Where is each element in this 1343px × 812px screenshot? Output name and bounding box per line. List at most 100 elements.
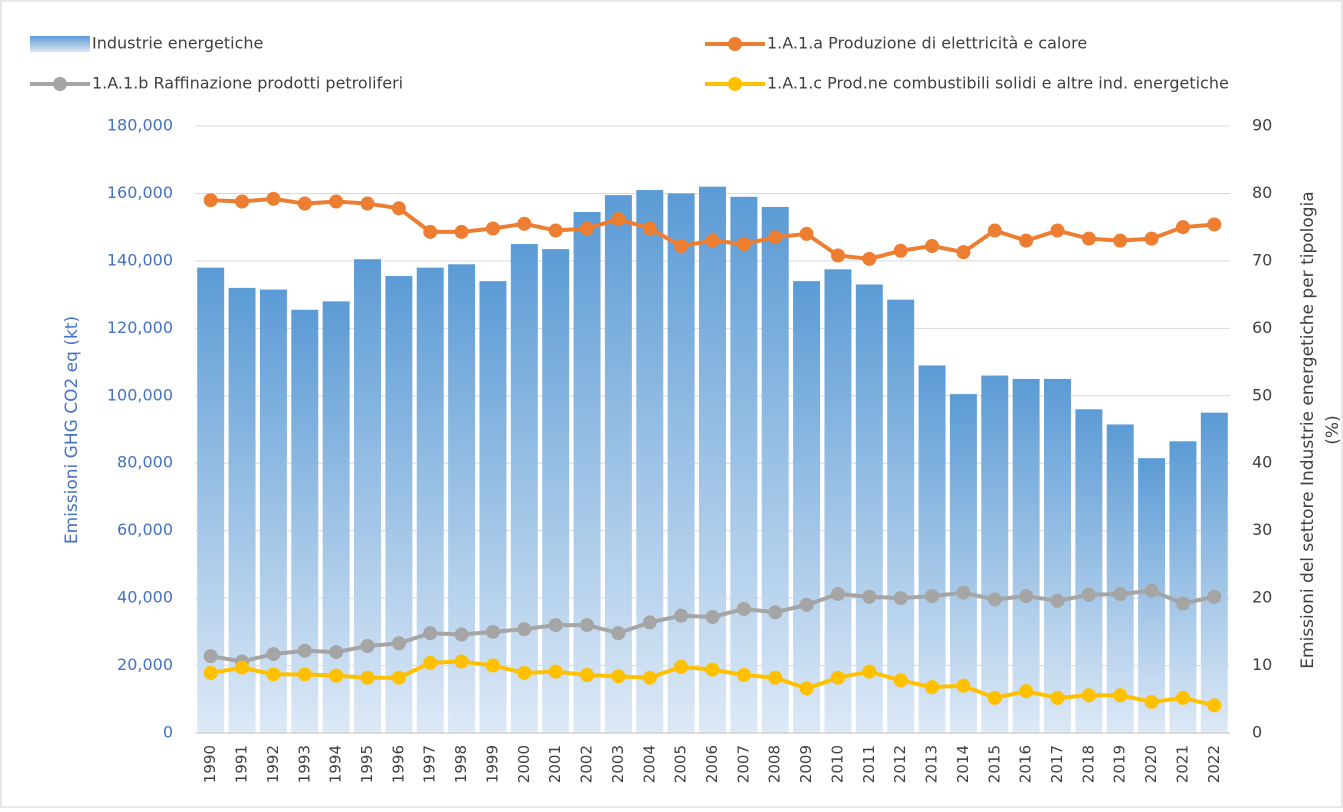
bar: [949, 394, 977, 733]
x-tick-label: 2002: [578, 745, 596, 783]
point: [548, 618, 563, 633]
point: [454, 654, 469, 669]
x-tick-label: 1993: [295, 745, 313, 783]
point: [1207, 589, 1222, 604]
bar: [322, 301, 350, 733]
bar: [542, 249, 570, 733]
point: [862, 251, 877, 266]
y-tick-label: 140,000: [107, 250, 173, 269]
point: [956, 678, 971, 693]
point: [235, 660, 250, 675]
point: [1050, 223, 1065, 238]
x-tick-label: 2011: [860, 745, 878, 783]
bar: [981, 375, 1009, 733]
bar: [667, 193, 695, 733]
bar: [197, 267, 225, 733]
point: [485, 624, 500, 639]
y2-tick-label: 50: [1252, 385, 1272, 404]
y-tick-label: 0: [163, 723, 173, 742]
point: [862, 664, 877, 679]
legend-label: 1.A.1.a Produzione di elettricità e calo…: [767, 34, 1087, 53]
x-tick-label: 1998: [452, 745, 470, 783]
legend-swatch: [30, 36, 90, 52]
point: [705, 662, 720, 677]
point: [266, 667, 281, 682]
point: [1050, 690, 1065, 705]
x-tick-label: 2006: [703, 745, 721, 783]
bar: [824, 269, 852, 733]
point: [517, 622, 532, 637]
y-tick-label: 60,000: [117, 520, 173, 539]
bar: [259, 289, 287, 733]
x-tick-label: 2009: [797, 745, 815, 783]
bar: [1106, 424, 1134, 733]
y2-axis-title: Emissioni del settore Industrie energeti…: [1298, 191, 1318, 668]
y-tick-label: 20,000: [117, 655, 173, 674]
point: [1144, 231, 1159, 246]
x-tick-label: 1996: [389, 745, 407, 783]
y-tick-label: 80,000: [117, 453, 173, 472]
x-tick-label: 2016: [1017, 745, 1035, 783]
point: [674, 239, 689, 254]
y2-tick-label: 80: [1252, 183, 1272, 202]
point: [642, 221, 657, 236]
point: [580, 618, 595, 633]
point: [705, 609, 720, 624]
legend-label: 1.A.1.b Raffinazione prodotti petrolifer…: [92, 74, 403, 93]
bar: [887, 299, 915, 733]
point: [1144, 583, 1159, 598]
bar: [604, 195, 632, 733]
point: [1081, 231, 1096, 246]
x-tick-label: 2007: [734, 745, 752, 783]
point: [862, 589, 877, 604]
x-tick-label: 2012: [891, 745, 909, 783]
x-tick-label: 2022: [1205, 745, 1223, 783]
point: [1113, 587, 1128, 602]
x-tick-label: 2001: [546, 745, 564, 783]
point: [642, 670, 657, 685]
bar: [761, 206, 789, 733]
point: [548, 223, 563, 238]
point: [925, 589, 940, 604]
point: [517, 216, 532, 231]
point: [830, 587, 845, 602]
point: [674, 659, 689, 674]
point: [297, 196, 312, 211]
bar: [699, 186, 726, 733]
point: [768, 605, 783, 620]
bar: [1044, 378, 1071, 733]
y2-tick-label: 10: [1252, 655, 1272, 674]
bar: [385, 276, 413, 733]
point: [736, 601, 751, 616]
point: [266, 191, 281, 206]
point: [485, 221, 500, 236]
bar: [573, 211, 601, 733]
x-tick-label: 2015: [985, 745, 1003, 783]
x-tick-label: 2000: [515, 745, 533, 783]
point: [893, 591, 908, 606]
y-tick-label: 40,000: [117, 588, 173, 607]
x-tick-label: 2008: [766, 745, 784, 783]
point: [1019, 233, 1034, 248]
point: [391, 636, 406, 651]
point: [611, 626, 626, 641]
point: [266, 647, 281, 662]
bar: [855, 284, 883, 733]
point: [203, 665, 218, 680]
point: [329, 668, 344, 683]
point: [705, 233, 720, 248]
x-tick-label: 1992: [264, 745, 282, 783]
x-tick-label: 2014: [954, 745, 972, 783]
x-tick-label: 2017: [1048, 745, 1066, 783]
point: [830, 670, 845, 685]
point: [329, 645, 344, 660]
y2-tick-label: 90: [1252, 116, 1272, 135]
x-tick-label: 2021: [1173, 745, 1191, 783]
y-axis-title: Emissioni GHG CO2 eq (kt): [62, 316, 82, 544]
point: [1207, 217, 1222, 232]
point: [611, 212, 626, 227]
bar: [1200, 412, 1228, 733]
y2-tick-label: 40: [1252, 453, 1272, 472]
point: [580, 221, 595, 236]
